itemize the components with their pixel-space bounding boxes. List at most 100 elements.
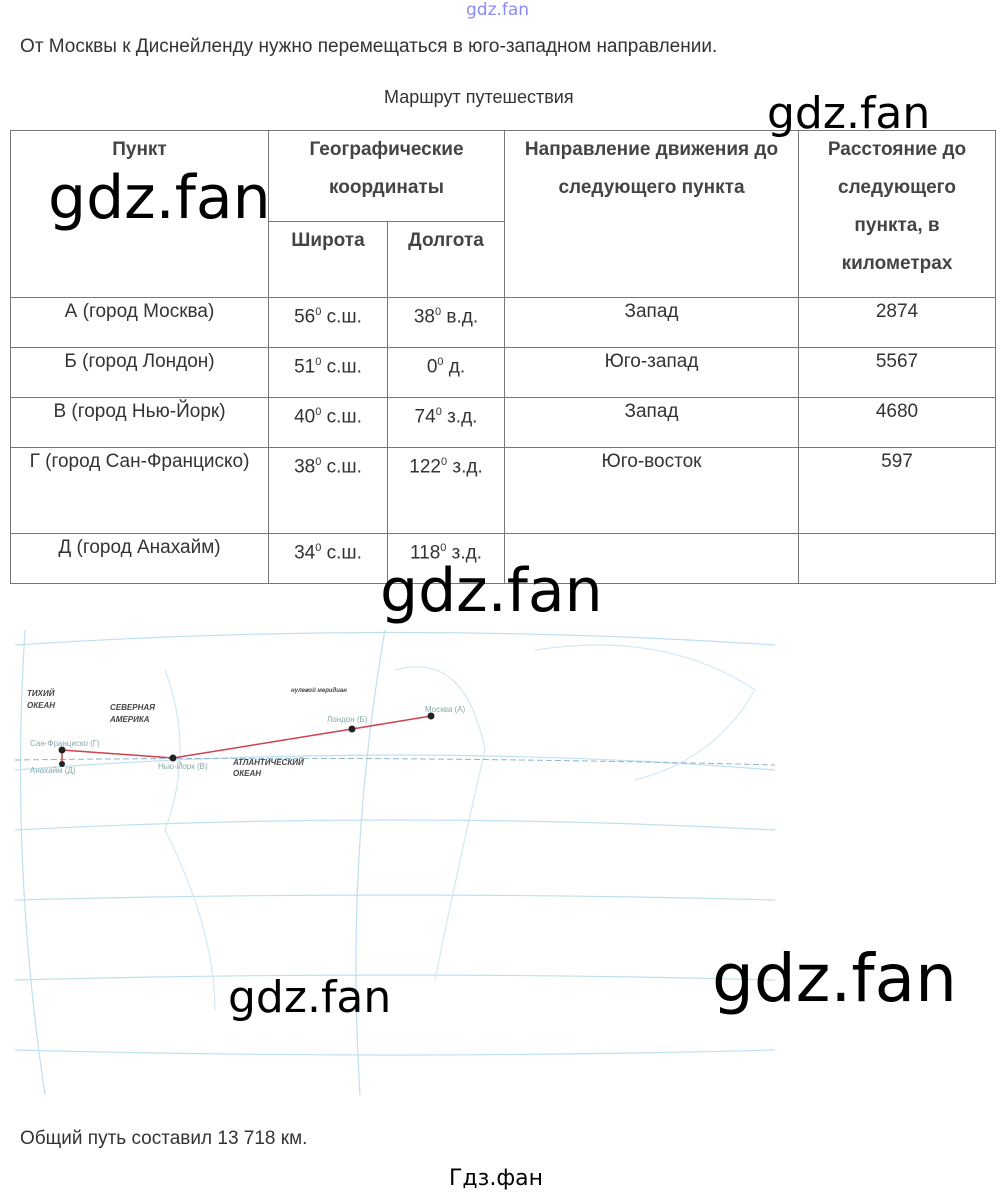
map-label-north-america: СЕВЕРНАЯ: [110, 703, 155, 712]
point-london: [348, 725, 356, 733]
degree-sign: 0: [315, 542, 322, 554]
lat-suffix: с.ш.: [321, 456, 362, 478]
degree-sign: 0: [440, 456, 448, 468]
table-title: Маршрут путешествия: [384, 87, 574, 107]
degree-sign: 0: [315, 456, 322, 468]
lon-suffix: з.д.: [441, 406, 478, 428]
point-name: Б (город Лондон): [64, 351, 215, 372]
header-distance: Расстояние до следующего пункта, в килом…: [798, 130, 996, 298]
cell-distance: [798, 533, 996, 584]
cell-distance: 2874: [798, 297, 996, 348]
direction: Юго-запад: [604, 351, 699, 372]
cell-lat: 560 с.ш.: [268, 297, 388, 348]
lat-value: 51: [294, 356, 316, 378]
table-row: Д (город Анахайм) 340 с.ш. 1180 з.д.: [10, 533, 996, 584]
direction: Юго-восток: [601, 451, 702, 472]
degree-sign: 0: [437, 356, 444, 368]
distance: 597: [881, 451, 913, 472]
table-row: Г (город Сан-Франциско) 380 с.ш. 1220 з.д.…: [10, 447, 996, 534]
city-label-san-francisco: Сан-Франциско (Г): [30, 739, 100, 748]
map-label-north-america: АМЕРИКА: [109, 715, 150, 724]
map-label-meridian: нулевой меридиан: [291, 687, 347, 694]
lat-suffix: с.ш.: [321, 356, 362, 378]
point-san-francisco: [58, 746, 66, 754]
cell-lon: 1220 з.д.: [387, 447, 505, 534]
cell-distance: 597: [798, 447, 996, 534]
cell-lat: 510 с.ш.: [268, 347, 388, 398]
cell-direction: Запад: [504, 397, 799, 448]
lat-value: 56: [294, 306, 316, 328]
cell-distance: 5567: [798, 347, 996, 398]
cell-point: В (город Нью-Йорк): [10, 397, 269, 448]
cell-lat: 380 с.ш.: [268, 447, 388, 534]
watermark: gdz.fan: [466, 0, 530, 20]
degree-sign: 0: [440, 542, 447, 554]
header-coords: Географические координаты: [268, 130, 505, 222]
route-line: [61, 715, 432, 763]
watermark: gdz.fan: [228, 972, 392, 1023]
table-row: Б (город Лондон) 510 с.ш. 00 д. Юго-запад 55…: [10, 347, 996, 398]
point-name: В (город Нью-Йорк): [53, 401, 226, 422]
lat-value: 40: [294, 406, 316, 428]
header-point: Пункт: [10, 130, 269, 298]
degree-sign: 0: [315, 306, 322, 318]
map-label-atlantic: АТЛАНТИЧЕСКИЙ: [232, 758, 304, 767]
watermark: gdz.fan: [767, 88, 931, 139]
map-label-pacific: ТИХИЙ: [27, 689, 55, 698]
city-label-london: Лондон (Б): [327, 715, 368, 724]
point-moscow: [427, 712, 435, 720]
cell-lon: 1180 з.д.: [387, 533, 505, 584]
lat-suffix: с.ш.: [321, 406, 362, 428]
lat-suffix: с.ш.: [321, 306, 362, 328]
cell-distance: 4680: [798, 397, 996, 448]
header-lon: Долгота: [387, 221, 505, 298]
cell-point: Б (город Лондон): [10, 347, 269, 398]
cell-lon: 380 в.д.: [387, 297, 505, 348]
point-name: Д (город Анахайм): [58, 537, 221, 558]
point-anaheim: [59, 761, 65, 767]
degree-sign: 0: [315, 356, 322, 368]
lon-value: 74: [414, 406, 436, 428]
city-label-moscow: Москва (А): [425, 705, 466, 714]
cell-point: Г (город Сан-Франциско): [10, 447, 269, 534]
point-new-york: [169, 754, 177, 762]
summary-text: Общий путь составил 13 718 км.: [20, 1128, 308, 1149]
watermark: gdz.fan: [48, 163, 271, 233]
header-lat: Широта: [268, 221, 388, 298]
lon-value: 38: [413, 306, 435, 328]
lon-value: 118: [409, 542, 441, 564]
lat-value: 38: [294, 456, 316, 478]
cell-lon: 00 д.: [387, 347, 505, 398]
city-label-anaheim: Анахайм (Д): [30, 766, 76, 775]
direction: Запад: [624, 401, 679, 422]
city-label-new-york: Нью-Йорк (В): [158, 762, 208, 771]
route-map: ТИХИЙ ОКЕАН СЕВЕРНАЯ АМЕРИКА нулевой мер…: [15, 630, 775, 1095]
lat-suffix: с.ш.: [321, 542, 362, 564]
cell-lon: 740 з.д.: [387, 397, 505, 448]
table-row: А (город Москва) 560 с.ш. 380 в.д. Запад 287…: [10, 297, 996, 348]
direction: Запад: [624, 301, 679, 322]
point-name: А (город Москва): [64, 301, 215, 322]
watermark: gdz.fan: [712, 940, 957, 1017]
degree-sign: 0: [315, 406, 322, 418]
cell-direction: Юго-восток: [504, 447, 799, 534]
cell-direction: Юго-запад: [504, 347, 799, 398]
cell-direction: [504, 533, 799, 584]
lon-suffix: д.: [443, 356, 466, 378]
cell-lat: 400 с.ш.: [268, 397, 388, 448]
lon-suffix: з.д.: [446, 542, 483, 564]
intro-text: От Москвы к Диснейленду нужно перемещать…: [20, 36, 718, 57]
map-label-atlantic: ОКЕАН: [233, 769, 261, 778]
lon-value: 122: [409, 456, 441, 478]
footer-watermark: Гдз.фан: [449, 1166, 543, 1191]
lon-suffix: з.д.: [447, 456, 483, 478]
cell-point: А (город Москва): [10, 297, 269, 348]
degree-sign: 0: [434, 306, 442, 318]
cell-point: Д (город Анахайм): [10, 533, 269, 584]
table-row: В (город Нью-Йорк) 400 с.ш. 740 з.д. Запад 4…: [10, 397, 996, 448]
map-label-pacific: ОКЕАН: [27, 701, 55, 710]
distance: 5567: [875, 351, 919, 372]
header-direction: Направление движения до следующего пункт…: [504, 130, 799, 298]
cell-lat: 340 с.ш.: [268, 533, 388, 584]
route-table: Пункт Географические координаты Направле…: [10, 130, 996, 584]
